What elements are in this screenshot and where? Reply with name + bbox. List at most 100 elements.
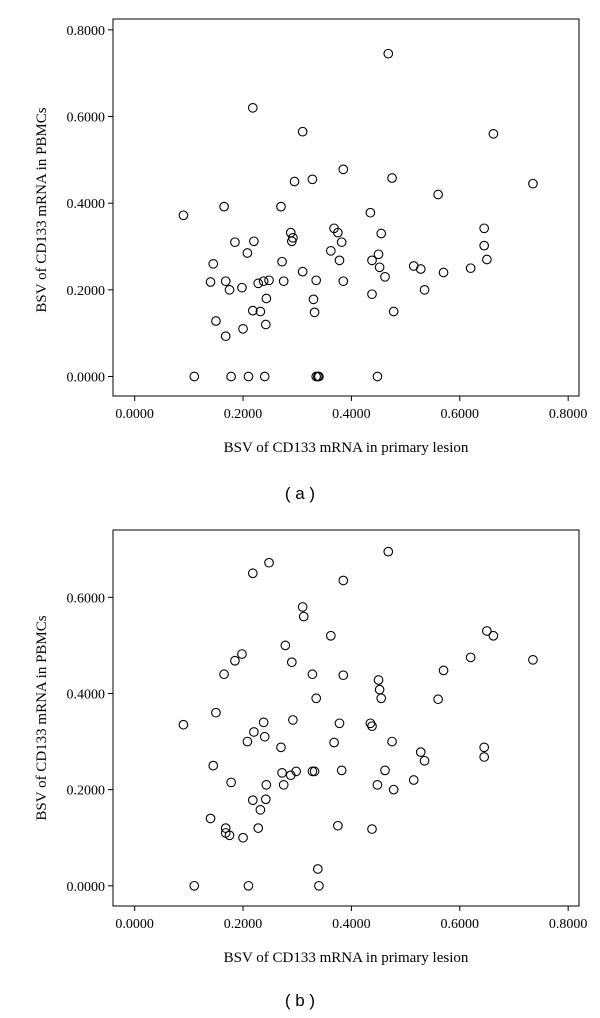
data-point-b-62 — [433, 694, 443, 705]
data-point-b-21 — [259, 731, 270, 742]
data-point-a-66 — [479, 240, 490, 251]
data-point-b-19 — [255, 804, 266, 815]
data-point-a-32 — [297, 126, 308, 137]
data-point-a-44 — [334, 255, 345, 266]
y-axis-a: 0.0000 0.2000 0.4000 0.6000 0.8000 — [67, 24, 113, 386]
data-point-b-55 — [380, 765, 390, 776]
data-point-a-49 — [367, 255, 377, 266]
x-axis-title-a: BSV of CD133 mRNA in primary lesion — [224, 440, 469, 456]
data-point-a-27 — [278, 276, 289, 287]
data-point-a-23 — [261, 293, 272, 304]
y-tick-label-a-4: 0.8000 — [67, 24, 106, 39]
data-point-b-47 — [338, 670, 349, 681]
x-tick-label-b-3: 0.6000 — [441, 917, 480, 932]
data-point-a-57 — [387, 173, 397, 183]
data-point-b-5 — [219, 669, 229, 680]
y-tick-label-b-0: 0.0000 — [67, 880, 106, 895]
data-point-b-24 — [264, 557, 274, 568]
data-point-b-37 — [309, 766, 320, 777]
y-axis-title-a: BSV of CD133 mRNA in PBMCs — [34, 107, 50, 312]
x-tick-label-a-0: 0.0000 — [115, 407, 154, 422]
x-tick-label-a-2: 0.4000 — [332, 407, 371, 422]
data-point-b-46 — [338, 575, 349, 586]
x-tick-label-b-2: 0.4000 — [332, 917, 371, 932]
data-point-b-8 — [224, 830, 235, 841]
data-point-a-9 — [226, 371, 236, 382]
y-tick-label-b-2: 0.4000 — [67, 687, 106, 702]
data-point-b-34 — [298, 611, 309, 622]
data-point-a-12 — [238, 323, 248, 334]
data-point-b-23 — [261, 779, 272, 790]
data-point-a-8 — [224, 284, 235, 295]
x-axis-title-b: BSV of CD133 mRNA in primary lesion — [224, 950, 469, 966]
data-point-b-2 — [205, 813, 216, 824]
data-point-b-50 — [367, 824, 377, 834]
data-point-b-1 — [189, 880, 200, 891]
data-point-a-28 — [285, 227, 296, 238]
data-point-a-34 — [307, 174, 318, 185]
data-point-b-69 — [528, 654, 538, 665]
data-point-a-11 — [237, 282, 247, 293]
data-point-a-56 — [383, 48, 394, 59]
data-point-a-48 — [365, 207, 376, 218]
data-point-b-61 — [419, 755, 430, 766]
data-points-b — [178, 546, 538, 891]
data-point-b-14 — [243, 880, 254, 891]
data-point-a-13 — [242, 248, 253, 258]
data-point-b-52 — [373, 675, 384, 685]
data-point-b-54 — [376, 693, 387, 704]
x-tick-label-b-4: 0.8000 — [549, 917, 588, 932]
plot-frame-a — [112, 18, 580, 397]
data-point-a-4 — [211, 316, 221, 326]
y-tick-label-a-0: 0.0000 — [67, 371, 106, 386]
data-point-a-63 — [438, 267, 449, 278]
data-point-b-36 — [307, 766, 318, 777]
data-point-a-68 — [488, 128, 499, 139]
x-tick-label-b-1: 0.2000 — [224, 917, 263, 932]
data-point-b-58 — [388, 784, 399, 795]
x-axis-a: 0.0000 0.2000 0.4000 0.6000 0.8000 — [115, 396, 587, 422]
data-point-a-30 — [288, 232, 298, 243]
data-point-b-26 — [277, 767, 287, 778]
y-tick-label-a-1: 0.2000 — [67, 284, 106, 299]
data-point-a-19 — [255, 306, 266, 317]
data-point-b-32 — [291, 766, 301, 777]
data-point-a-17 — [247, 305, 258, 316]
data-point-a-58 — [388, 306, 399, 317]
data-point-a-33 — [297, 266, 308, 277]
data-point-b-17 — [247, 795, 258, 806]
data-point-a-3 — [208, 258, 219, 269]
data-point-a-1 — [189, 371, 200, 382]
plot-frame-b — [112, 529, 580, 907]
panel-label-b: ( b ) — [285, 991, 315, 1010]
data-point-b-22 — [260, 794, 271, 805]
data-point-b-65 — [479, 742, 490, 753]
data-point-a-35 — [308, 294, 319, 305]
x-tick-label-a-1: 0.2000 — [224, 407, 263, 422]
data-point-a-25 — [276, 201, 286, 212]
data-point-b-39 — [312, 864, 323, 874]
data-point-b-33 — [297, 602, 308, 612]
data-point-a-53 — [374, 262, 385, 273]
data-point-b-30 — [286, 657, 297, 668]
data-point-a-46 — [338, 164, 349, 175]
data-point-b-13 — [242, 736, 253, 747]
data-point-b-11 — [237, 649, 247, 659]
data-point-a-26 — [277, 256, 287, 267]
data-point-a-67 — [482, 254, 492, 265]
x-tick-label-a-3: 0.6000 — [441, 407, 480, 422]
data-point-b-51 — [372, 779, 383, 790]
data-point-b-38 — [311, 693, 322, 704]
panel-label-a: ( a ) — [285, 484, 315, 503]
data-point-a-47 — [338, 276, 349, 287]
data-point-a-41 — [325, 245, 336, 256]
data-point-b-27 — [278, 779, 289, 790]
y-axis-title-b: BSV of CD133 mRNA in PBMCs — [34, 615, 50, 820]
y-tick-label-a-3: 0.6000 — [67, 111, 106, 126]
data-point-b-60 — [415, 747, 426, 757]
y-tick-label-b-3: 0.6000 — [67, 591, 106, 606]
data-point-b-41 — [325, 630, 336, 641]
data-point-a-65 — [479, 223, 490, 234]
data-point-a-22 — [260, 319, 271, 330]
